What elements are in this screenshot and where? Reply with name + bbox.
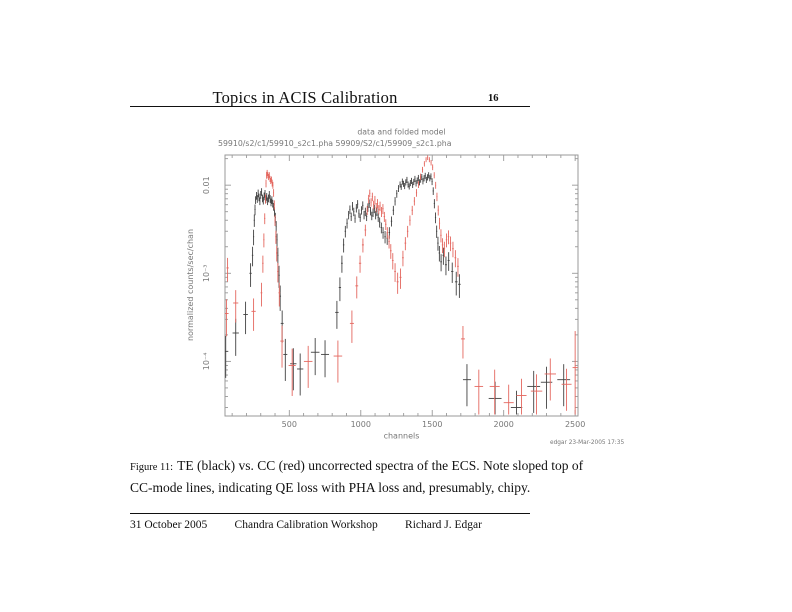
page-title: Topics in ACIS Calibration xyxy=(212,88,398,107)
caption-text-1: TE (black) vs. CC (red) uncorrected spec… xyxy=(177,458,584,473)
axis-tick-labels: 500 1000 1500 2000 2500 0.01 10⁻³ 10⁻⁴ xyxy=(202,176,585,429)
footer-row: 31 October 2005 Chandra Calibration Work… xyxy=(130,519,482,531)
svg-text:1500: 1500 xyxy=(422,420,442,429)
svg-text:10⁻³: 10⁻³ xyxy=(202,264,211,282)
svg-text:0.01: 0.01 xyxy=(202,176,211,194)
footer-event: Chandra Calibration Workshop xyxy=(234,519,378,531)
footer: 31 October 2005 Chandra Calibration Work… xyxy=(130,513,530,531)
header-rule xyxy=(130,106,530,108)
plot-frame xyxy=(224,154,579,417)
svg-text:500: 500 xyxy=(282,420,297,429)
footer-date: 31 October 2005 xyxy=(130,519,208,531)
plot-title: data and folded model xyxy=(357,128,445,137)
plot-timestamp: edgar 23-Mar-2005 17:35 xyxy=(550,440,624,446)
spectrum-plot: 500 1000 1500 2000 2500 0.01 10⁻³ 10⁻⁴ data and… xyxy=(186,128,624,447)
svg-text:1000: 1000 xyxy=(351,420,371,429)
figure-caption: Figure 11: TE (black) vs. CC (red) uncorr… xyxy=(130,456,678,498)
x-axis-label: channels xyxy=(384,432,420,441)
cc-series xyxy=(225,155,578,415)
y-axis-label: normalized counts/sec/chan xyxy=(186,229,195,341)
plot-subtitle: 59910/s2/c1/59910_s2c1.pha 59909/S2/c1/5… xyxy=(218,139,452,148)
axis-ticks xyxy=(225,155,578,416)
footer-author: Richard J. Edgar xyxy=(405,519,482,531)
svg-text:2500: 2500 xyxy=(565,420,585,429)
figure-label: Figure 11: xyxy=(130,462,174,473)
caption-line-1: Figure 11: TE (black) vs. CC (red) uncorr… xyxy=(130,456,678,478)
svg-text:2000: 2000 xyxy=(494,420,514,429)
caption-line-2: CC-mode lines, indicating QE loss with P… xyxy=(130,480,531,495)
svg-text:10⁻⁴: 10⁻⁴ xyxy=(202,353,211,371)
page-number: 16 xyxy=(488,93,499,104)
